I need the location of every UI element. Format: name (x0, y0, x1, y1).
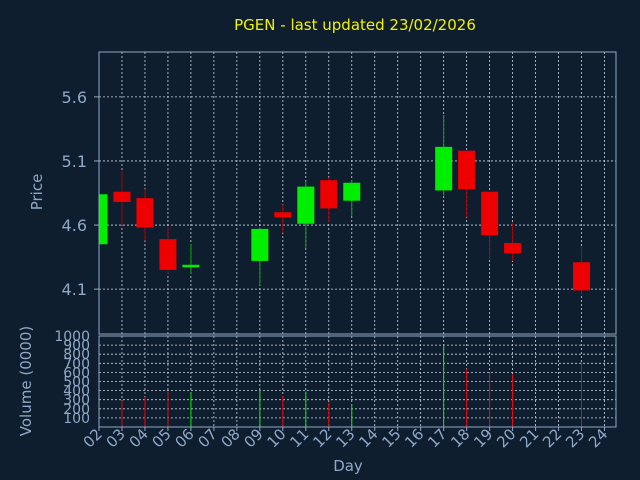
candle-body (251, 228, 269, 261)
volume-tick-label: 900 (63, 338, 90, 354)
volume-tick-label: 500 (63, 375, 90, 391)
x-tick-label: 24 (585, 425, 611, 451)
price-tick-label: 4.1 (62, 280, 87, 299)
x-axis-label: Day (333, 457, 363, 475)
price-axis-label: Price (28, 174, 46, 211)
price-tick-label: 5.1 (62, 152, 87, 171)
price-y-tick-labels: 4.1 4.6 5.1 5.6 (62, 88, 99, 299)
candle-body (435, 146, 453, 191)
candle-body (159, 239, 177, 270)
candle-body (297, 186, 315, 224)
volume-tick-label: 600 (63, 365, 90, 381)
candle-body (504, 242, 522, 254)
x-tick-labels: 0203040506070809101112131415161718192021… (80, 425, 612, 451)
volume-tick-label: 400 (63, 384, 90, 400)
chart-title: PGEN - last updated 23/02/2026 (234, 16, 476, 34)
candle-body (274, 212, 292, 218)
volume-tick-label: 200 (63, 402, 90, 418)
volume-tick-label: 800 (63, 347, 90, 363)
volume-tick-label: 1000 (54, 329, 90, 345)
volume-tick-label: 300 (63, 393, 90, 409)
price-candles (98, 114, 591, 295)
candle-body (182, 264, 200, 268)
candle-body (136, 198, 154, 228)
volume-tick-label: 100 (63, 411, 90, 427)
candle-body (99, 194, 108, 245)
volume-tick-label: 700 (63, 356, 90, 372)
price-tick-label: 5.6 (62, 88, 87, 107)
volume-gridlines (99, 335, 616, 427)
volume-plot-frame (98, 335, 617, 428)
candle-body (343, 182, 361, 201)
volume-bars (121, 345, 583, 427)
candle-body (458, 150, 476, 190)
candle-body (481, 191, 499, 236)
candle-body (573, 262, 591, 291)
price-tick-label: 4.6 (62, 216, 87, 235)
candle-body (320, 180, 338, 209)
price-plot-frame (98, 51, 617, 335)
candle-body (113, 191, 131, 202)
volume-axis-label: Volume (0000) (17, 326, 35, 436)
